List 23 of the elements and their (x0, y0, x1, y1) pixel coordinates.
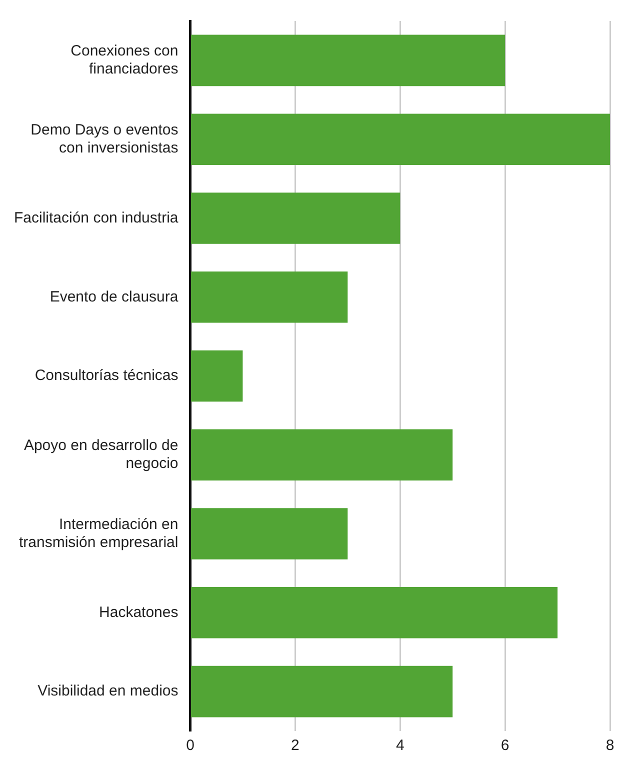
y-tick-label: Evento de clausura (50, 288, 179, 306)
x-tick-label: 2 (291, 737, 300, 754)
bar (190, 350, 243, 402)
y-tick-label: Visibilidad en medios (38, 682, 178, 700)
bar (190, 34, 506, 86)
bar (190, 429, 453, 481)
y-tick-label: Consultorías técnicas (34, 367, 178, 384)
bar (190, 666, 453, 718)
bar (190, 508, 348, 560)
x-tick-label: 6 (500, 737, 510, 754)
bar (190, 587, 558, 638)
bar (190, 192, 400, 244)
y-tick-label: Facilitación con industria (14, 209, 179, 226)
y-tick-label: Apoyo en desarrollo de negocio (24, 437, 178, 472)
y-tick-label: Intermediación en transmisión empresarial (19, 516, 178, 551)
y-tick-label: Conexiones con financiadores (70, 42, 178, 78)
x-tick-label: 0 (186, 737, 194, 754)
bar (190, 114, 610, 165)
bar (190, 271, 348, 323)
y-tick-label: Demo Days o eventos con inversionistas (30, 121, 178, 156)
x-tick-label: 8 (606, 737, 614, 754)
x-tick-label: 4 (396, 737, 404, 754)
y-tick-label: Hackatones (99, 604, 178, 621)
